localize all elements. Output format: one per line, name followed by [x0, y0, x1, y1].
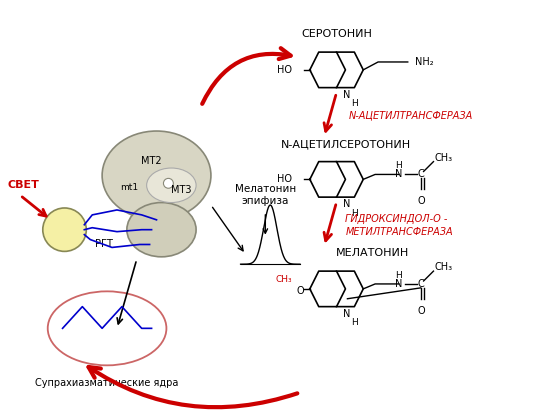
- Text: H: H: [395, 161, 402, 170]
- Text: ГИДРОКСИНДОЛ-О -: ГИДРОКСИНДОЛ-О -: [345, 214, 448, 224]
- Text: МЕЛАТОНИН: МЕЛАТОНИН: [336, 248, 409, 259]
- Text: СЕРОТОНИН: СЕРОТОНИН: [301, 29, 372, 39]
- Text: МЕТИЛТРАНСФЕРАЗА: МЕТИЛТРАНСФЕРАЗА: [345, 227, 453, 237]
- Text: МТ3: МТ3: [171, 185, 191, 195]
- Text: N: N: [343, 199, 350, 209]
- Text: Мелатонин
эпифиза: Мелатонин эпифиза: [235, 184, 296, 206]
- Text: O: O: [296, 286, 304, 296]
- Text: CH₃: CH₃: [276, 275, 292, 283]
- Text: HO: HO: [277, 174, 292, 184]
- Text: O: O: [418, 196, 425, 206]
- Text: МТ2: МТ2: [141, 156, 162, 166]
- Text: N: N: [343, 309, 350, 318]
- Text: CH₃: CH₃: [434, 153, 453, 163]
- Text: N: N: [343, 90, 350, 100]
- Text: N: N: [395, 279, 403, 289]
- Text: Супрахиазматические ядра: Супрахиазматические ядра: [35, 377, 179, 387]
- Text: СВЕТ: СВЕТ: [7, 180, 39, 190]
- Text: C: C: [417, 169, 424, 179]
- Ellipse shape: [102, 131, 211, 220]
- Text: N-АЦЕТИЛСЕРОТОНИН: N-АЦЕТИЛСЕРОТОНИН: [280, 139, 410, 149]
- Text: HO: HO: [277, 65, 292, 75]
- Text: N: N: [395, 169, 403, 179]
- Text: O: O: [418, 306, 425, 316]
- Text: NH₂: NH₂: [415, 57, 433, 67]
- Circle shape: [163, 178, 173, 188]
- Text: H: H: [395, 271, 402, 280]
- Ellipse shape: [48, 291, 167, 366]
- Text: N-АЦЕТИЛТРАНСФЕРАЗА: N-АЦЕТИЛТРАНСФЕРАЗА: [349, 110, 473, 120]
- Text: CH₃: CH₃: [434, 262, 453, 272]
- Ellipse shape: [147, 168, 196, 202]
- Text: РГТ: РГТ: [95, 240, 113, 249]
- Circle shape: [43, 208, 86, 252]
- Text: C: C: [417, 279, 424, 289]
- Text: H: H: [351, 209, 358, 218]
- Ellipse shape: [127, 202, 196, 257]
- Text: H: H: [351, 318, 358, 328]
- Text: mt1: mt1: [120, 183, 138, 192]
- Text: H: H: [351, 100, 358, 109]
